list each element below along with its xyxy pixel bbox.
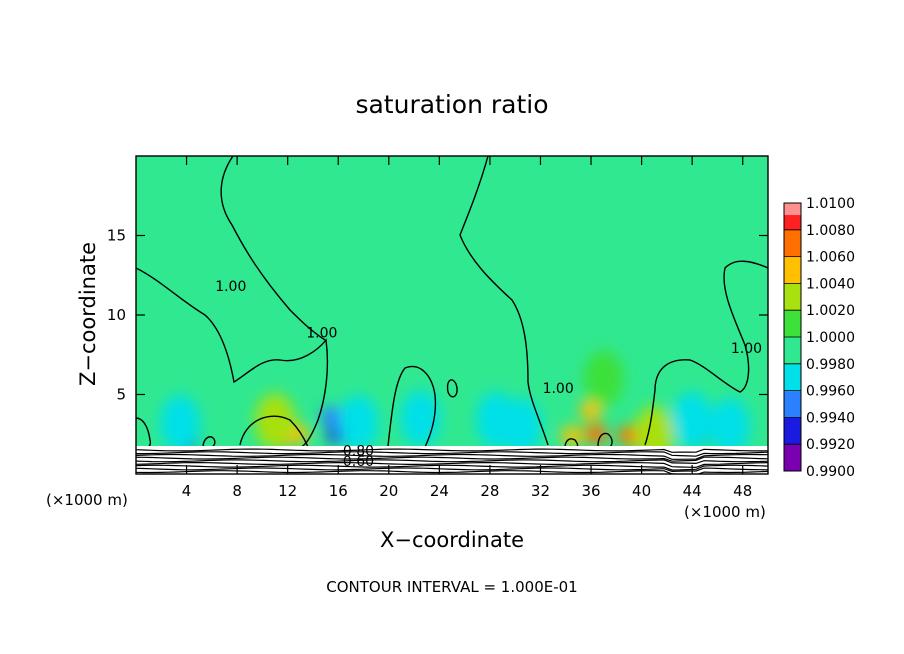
anomaly-patch-8	[160, 395, 201, 452]
x-tick-label-3: 16	[329, 482, 348, 500]
boundary-contour-5	[136, 462, 768, 469]
anomaly-patch-5	[320, 406, 343, 427]
colorbar-swatch-5	[784, 310, 801, 338]
y-tick-label-0: 5	[116, 386, 126, 404]
x-tick-label-7: 32	[531, 482, 550, 500]
x-unit-right: (×1000 m)	[684, 503, 766, 521]
colorbar-swatch-6	[784, 283, 801, 311]
x-tick-label-6: 28	[480, 482, 499, 500]
colorbar-swatch-0	[784, 444, 801, 472]
x-tick-label-8: 36	[581, 482, 600, 500]
y-axis: 5 10 15	[107, 227, 768, 404]
y-tick-label-2: 15	[107, 227, 126, 245]
contour-1.00-lobe-b	[387, 365, 437, 448]
boundary-contour-4	[136, 459, 768, 465]
boundary-layer-contours	[136, 448, 768, 474]
x-tick-label-11: 48	[733, 482, 752, 500]
chart-title: saturation ratio	[355, 90, 548, 119]
colorbar-label-9: 1.0080	[806, 223, 855, 239]
anomaly-patch-6	[338, 395, 379, 452]
colorbar-swatch-8	[784, 229, 801, 258]
colorbar-label-0: 0.9900	[806, 464, 855, 480]
colorbar-swatch-7	[784, 256, 801, 284]
x-tick-label-2: 12	[278, 482, 297, 500]
contour-1.00-center	[459, 156, 549, 446]
x-tick-label-9: 40	[632, 482, 651, 500]
anomaly-layer	[160, 350, 751, 463]
colorbar-label-3: 0.9960	[806, 384, 855, 400]
contour-label-1: 1.00	[306, 325, 337, 341]
contour-interval-note: CONTOUR INTERVAL = 1.000E-01	[326, 578, 577, 596]
y-axis-label: Z−coordinate	[76, 242, 100, 386]
colorbar: 0.9900 0.9920 0.9940 0.9960 0.9980 1.0000 1.00…	[783, 196, 855, 480]
contour-label-4: 0.80	[343, 444, 374, 460]
boundary-contour-8	[136, 470, 768, 474]
colorbar-label-2: 0.9940	[806, 410, 855, 426]
contour-1.00-lobe-e	[564, 438, 579, 448]
contour-label-2: 1.00	[543, 381, 574, 397]
x-tick-label-1: 8	[232, 482, 242, 500]
colorbar-swatch-3	[784, 363, 801, 392]
boundary-contour-2	[136, 453, 768, 460]
colorbar-label-8: 1.0060	[806, 250, 855, 266]
anomaly-patch-20	[501, 398, 542, 455]
contour-label-3: 1.00	[731, 341, 762, 357]
contour-label-0: 1.00	[215, 279, 246, 295]
colorbar-swatch-4	[784, 337, 801, 365]
contour-1.00-lobe-g	[202, 436, 216, 448]
contour-1.00-lobe-c	[446, 379, 458, 398]
boundary-contour-1	[136, 451, 768, 457]
boundary-contour-3	[136, 456, 768, 462]
colorbar-swatch-1	[784, 417, 801, 445]
x-tick-label-4: 20	[379, 482, 398, 500]
colorbar-label-10: 1.0100	[806, 196, 855, 212]
contour-1.00-left	[136, 267, 329, 449]
boundary-contour-6	[136, 464, 768, 471]
x-tick-label-0: 4	[182, 482, 192, 500]
boundary-contour-0	[136, 448, 768, 453]
contour-1.00-right	[644, 260, 768, 446]
contour-1.00-upper-left	[220, 156, 326, 341]
anomaly-patch-3	[255, 393, 296, 450]
colorbar-label-1: 0.9920	[806, 437, 855, 453]
boundary-contour-7	[136, 467, 768, 473]
x-tick-label-5: 24	[430, 482, 449, 500]
colorbar-swatch-2	[784, 390, 801, 418]
plot-area: 1.00 1.00 1.00 1.00 0.800.60	[136, 156, 768, 474]
colorbar-swatch-10	[784, 203, 801, 216]
contour-1.00-lobe-f	[136, 417, 152, 448]
contour-label-5: 0.60	[343, 454, 374, 470]
anomaly-patch-19	[710, 398, 751, 455]
colorbar-label-7: 1.0040	[806, 276, 855, 292]
contour-1.00-lobe-d	[597, 432, 613, 448]
anomaly-patch-15	[583, 350, 624, 407]
x-axis-label: X−coordinate	[380, 528, 524, 552]
colorbar-label-5: 1.0000	[806, 330, 855, 346]
anomaly-patch-12	[585, 424, 608, 445]
colorbar-label-6: 1.0020	[806, 303, 855, 319]
x-axis: 4 8 12 16 20 24 28 32 36 40 44 48	[182, 156, 752, 500]
contour-1.00-lobe-a	[239, 415, 309, 448]
anomaly-patch-13	[561, 425, 584, 446]
x-tick-label-10: 44	[683, 482, 702, 500]
contour-lines	[136, 156, 768, 449]
anomaly-patch-11	[580, 400, 603, 421]
colorbar-label-4: 0.9980	[806, 357, 855, 373]
anomaly-patch-18	[672, 391, 713, 448]
contour-labels: 1.00 1.00 1.00 1.00 0.800.60	[215, 279, 762, 470]
x-unit-left: (×1000 m)	[46, 491, 128, 509]
y-tick-label-1: 10	[107, 306, 126, 324]
